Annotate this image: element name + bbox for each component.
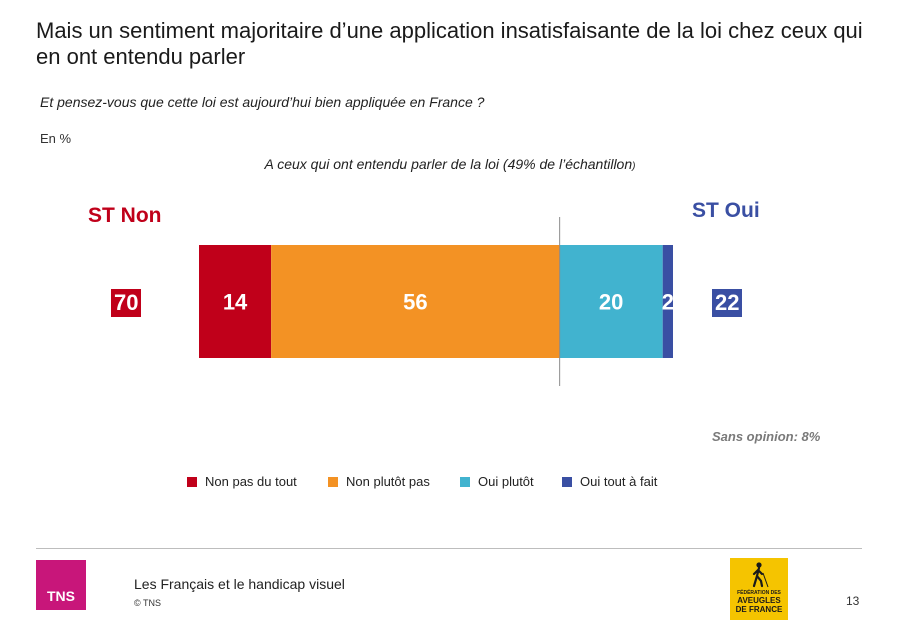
legend-swatch [187,476,197,487]
federation-logo: FÉDÉRATION DES AVEUGLES DE FRANCE [730,558,788,620]
federation-logo-line1: AVEUGLES [737,596,781,605]
bar-value-label-3: 20 [599,290,623,315]
st-oui-label: ST Oui [692,199,760,222]
legend-label: Non plutôt pas [346,474,430,489]
subtitle-close: ) [632,161,636,172]
legend-label: Oui plutôt [478,474,534,489]
federation-logo-line2: DE FRANCE [735,605,783,614]
unit-label: En % [40,131,72,146]
tns-logo: TNS [36,560,86,610]
bar-segment-2 [271,245,560,358]
bar-segment-1 [199,245,272,358]
bar-value-label-2: 56 [403,290,427,315]
chart-subtitle: A ceux qui ont entendu parler de la loi … [0,156,900,172]
footer-title: Les Français et le handicap visuel [134,576,345,592]
page-title: Mais un sentiment majoritaire d’une appl… [36,18,863,69]
walking-person-icon [752,562,769,588]
federation-logo-small-text: FÉDÉRATION DES [737,590,781,596]
legend-swatch [460,476,470,487]
legend-item-non-pas-du-tout: Non pas du tout [187,474,297,489]
legend-swatch [562,476,572,487]
footer-copyright: © TNS [134,598,161,608]
st-non-total: 70 [111,289,142,317]
legend-item-non-plutot-pas: Non plutôt pas [328,474,430,489]
subtitle-text: A ceux qui ont entendu parler de la loi … [264,156,633,172]
legend-label: Oui tout à fait [580,474,658,489]
survey-question: Et pensez-vous que cette loi est aujourd… [40,94,485,110]
bar-value-label-1: 14 [223,290,248,315]
legend-item-oui-plutot: Oui plutôt [460,474,534,489]
bar-segment-3 [559,245,663,358]
legend-item-oui-tout-a-fait: Oui tout à fait [562,474,657,489]
page-number: 13 [846,594,860,608]
footer-divider [36,548,862,549]
bar-segment-4 [662,245,673,358]
st-oui-total: 22 [712,289,743,317]
legend-swatch [328,476,338,487]
bar-value-label-4: 2 [662,290,674,315]
legend-label: Non pas du tout [205,474,297,489]
sans-opinion-note: Sans opinion: 8% [712,429,821,444]
st-non-label: ST Non [88,204,162,227]
